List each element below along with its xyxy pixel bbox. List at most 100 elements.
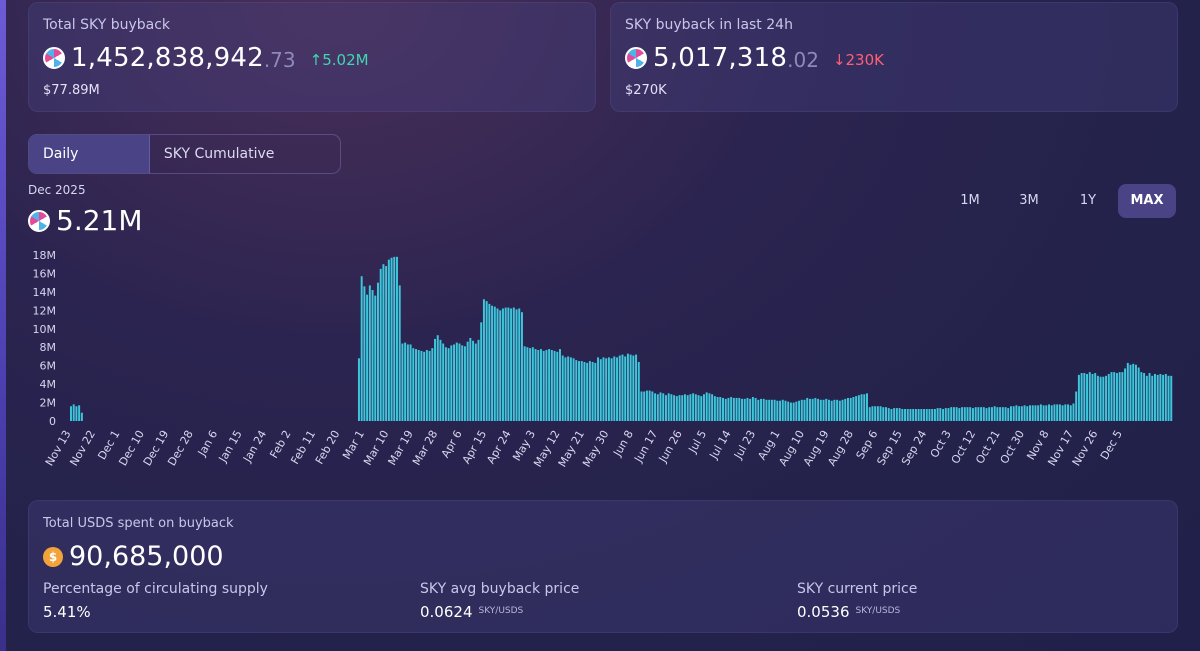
- chart-bar: [895, 408, 898, 421]
- y-tick-label: 6M: [40, 360, 57, 373]
- chart-bar: [727, 397, 730, 421]
- chart-bar: [1083, 373, 1086, 421]
- chart-bar: [559, 349, 561, 421]
- left-accent-stripe: [0, 0, 6, 651]
- range-3m-button[interactable]: 3M: [1019, 193, 1039, 208]
- chart-tabs: Daily buyback SKY Cumulative Buyback: [28, 134, 341, 174]
- chart-bar: [1153, 373, 1156, 421]
- chart-bar: [1132, 363, 1135, 421]
- chart-bar: [447, 348, 450, 421]
- chart-bar: [746, 397, 749, 421]
- chart-bar: [387, 259, 390, 421]
- tab-daily-buyback[interactable]: Daily buyback: [29, 135, 150, 173]
- y-tick-label: 0: [49, 415, 56, 428]
- chart-bar: [792, 402, 795, 421]
- chart-bar: [770, 399, 773, 421]
- chart-bar: [1039, 404, 1042, 421]
- chart-bar: [390, 257, 393, 421]
- chart-bar: [635, 354, 638, 421]
- chart-bar: [602, 357, 605, 421]
- chart-bar: [700, 396, 703, 421]
- chart-bar: [757, 399, 760, 421]
- y-tick-label: 8M: [40, 341, 57, 354]
- chart-bar: [371, 290, 374, 421]
- chart-bar: [1113, 372, 1116, 421]
- chart-bar: [925, 409, 928, 421]
- chart-bar: [971, 408, 974, 421]
- chart-bar: [1118, 372, 1121, 421]
- chart-bar: [885, 407, 887, 421]
- chart-bar: [760, 398, 763, 421]
- chart-bar: [1042, 405, 1045, 421]
- chart-bar: [749, 398, 752, 421]
- chart-bar: [572, 358, 575, 421]
- chart-bar: [738, 397, 741, 421]
- y-tick-label: 18M: [33, 249, 57, 262]
- chart-bar: [833, 399, 836, 421]
- tab-cumulative-buyback[interactable]: SKY Cumulative Buyback: [163, 146, 275, 162]
- chart-bar: [80, 412, 83, 421]
- chart-bar: [360, 276, 363, 421]
- chart-bar: [917, 409, 920, 421]
- chart-bar: [607, 357, 610, 421]
- chart-bar: [504, 307, 507, 421]
- chart-bar: [1164, 373, 1167, 421]
- chart-bar: [719, 397, 722, 421]
- chart-bar: [923, 409, 926, 421]
- chart-bar: [431, 348, 434, 421]
- chart-bar: [436, 335, 439, 421]
- chart-bar: [1075, 391, 1078, 421]
- chart-bar: [444, 347, 447, 421]
- chart-bar: [958, 408, 961, 421]
- total-buyback-card: Total SKY buyback 1,452,838,942 .73 ↑5.0…: [28, 2, 596, 112]
- chart-bar: [453, 344, 456, 421]
- chart-bar: [550, 349, 553, 421]
- chart-bar: [648, 390, 651, 421]
- chart-bar: [914, 409, 917, 421]
- usds-coin-icon: $: [43, 546, 63, 567]
- chart-bar: [423, 351, 426, 421]
- chart-bar: [523, 346, 526, 421]
- chart-bar: [988, 407, 991, 421]
- y-tick-label: 4M: [40, 378, 57, 391]
- chart-bar: [621, 354, 624, 421]
- chart-bar: [703, 394, 705, 421]
- stat-value: 0.0536 SKY/USDS: [797, 603, 917, 621]
- x-tick-label: Oct 30: [998, 428, 1028, 466]
- chart-bar: [404, 342, 407, 421]
- chart-bar: [597, 357, 600, 421]
- total-buyback-title: Total SKY buyback: [43, 17, 171, 33]
- stat-value-number: 5.41%: [43, 603, 91, 621]
- range-selector: 1M 3M 1Y MAX: [940, 184, 1176, 218]
- chart-bar: [626, 353, 629, 421]
- chart-bar: [732, 397, 735, 421]
- usds-spent-title: Total USDS spent on buyback: [43, 516, 234, 531]
- chart-bar: [1107, 373, 1110, 421]
- range-max-button[interactable]: MAX: [1118, 184, 1176, 218]
- chart-bar: [879, 406, 882, 421]
- chart-bar: [632, 355, 635, 421]
- chart-bar: [417, 349, 420, 421]
- range-1y-button[interactable]: 1Y: [1079, 193, 1097, 208]
- chart-bar: [1034, 405, 1037, 421]
- chart-bar: [817, 398, 820, 421]
- chart-bar: [1007, 408, 1010, 421]
- chart-bar: [781, 399, 784, 421]
- chart-bar: [1121, 372, 1124, 421]
- range-1m-button[interactable]: 1M: [960, 193, 980, 208]
- chart-bar: [499, 310, 502, 421]
- current-value-row: 5.21M: [28, 204, 143, 237]
- chart-bar: [466, 341, 469, 421]
- chart-bar: [999, 407, 1002, 421]
- chart-bar: [534, 349, 537, 421]
- chart-bar: [75, 406, 78, 421]
- chart-bar: [893, 408, 896, 421]
- chart-bar: [784, 400, 787, 421]
- chart-bar: [409, 344, 412, 421]
- chart-bar: [827, 399, 830, 421]
- x-tick-label: Feb 2: [267, 428, 293, 460]
- chart-bar: [811, 398, 814, 421]
- chart-bar: [531, 347, 534, 421]
- chart-bar: [803, 399, 806, 421]
- chart-bar: [382, 264, 385, 421]
